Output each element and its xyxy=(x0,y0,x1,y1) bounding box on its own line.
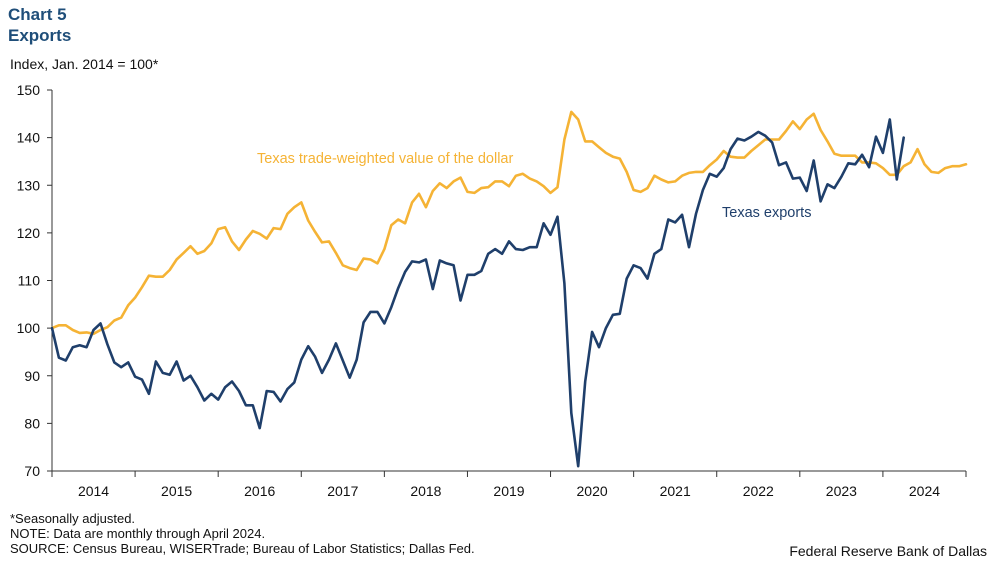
y-tick-label: 140 xyxy=(17,130,41,146)
footnote-seasonal: *Seasonally adjusted. xyxy=(10,511,136,526)
y-tick-label: 120 xyxy=(17,225,41,241)
chart-axes xyxy=(51,90,966,472)
y-tick-label: 80 xyxy=(24,415,40,431)
x-tick-label: 2017 xyxy=(327,483,358,499)
chart-number: Chart 5 xyxy=(8,5,67,24)
chart-title: Exports xyxy=(8,26,72,45)
series-lines xyxy=(50,110,968,468)
footnote-data-note: NOTE: Data are monthly through April 202… xyxy=(10,526,266,541)
y-axis-unit-label: Index, Jan. 2014 = 100* xyxy=(10,56,159,72)
x-tick-label: 2016 xyxy=(244,483,275,499)
line-chart: 70 80 90 100 110 120 130 140 150 2014 2015 2016 2017… xyxy=(17,82,968,499)
publisher-credit: Federal Reserve Bank of Dallas xyxy=(789,543,987,559)
y-tick-label: 150 xyxy=(17,82,41,98)
footnotes: *Seasonally adjusted. NOTE: Data are mon… xyxy=(10,511,475,556)
x-tick-label: 2023 xyxy=(826,483,857,499)
x-tick-label: 2018 xyxy=(410,483,441,499)
y-tick-label: 90 xyxy=(24,368,40,384)
footnote-source: SOURCE: Census Bureau, WISERTrade; Burea… xyxy=(10,541,475,556)
dollar-series-label: Texas trade-weighted value of the dollar xyxy=(257,151,513,167)
x-tick-label: 2024 xyxy=(909,483,940,499)
y-tick-label: 70 xyxy=(24,463,40,479)
exports-series-line xyxy=(50,118,906,468)
axis-ticks: 70 80 90 100 110 120 130 140 150 2014 2015 2016 2017… xyxy=(17,82,967,499)
y-tick-label: 110 xyxy=(18,273,41,289)
dollar-series-line xyxy=(50,110,968,336)
x-tick-label: 2021 xyxy=(660,483,691,499)
chart-title-block: Chart 5 Exports xyxy=(8,4,71,46)
x-tick-label: 2019 xyxy=(493,483,524,499)
x-tick-label: 2015 xyxy=(161,483,192,499)
x-tick-label: 2020 xyxy=(577,483,608,499)
exports-series-label: Texas exports xyxy=(722,205,811,221)
x-tick-label: 2022 xyxy=(743,483,774,499)
x-tick-label: 2014 xyxy=(78,483,109,499)
y-tick-label: 130 xyxy=(17,177,41,193)
y-tick-label: 100 xyxy=(17,320,41,336)
